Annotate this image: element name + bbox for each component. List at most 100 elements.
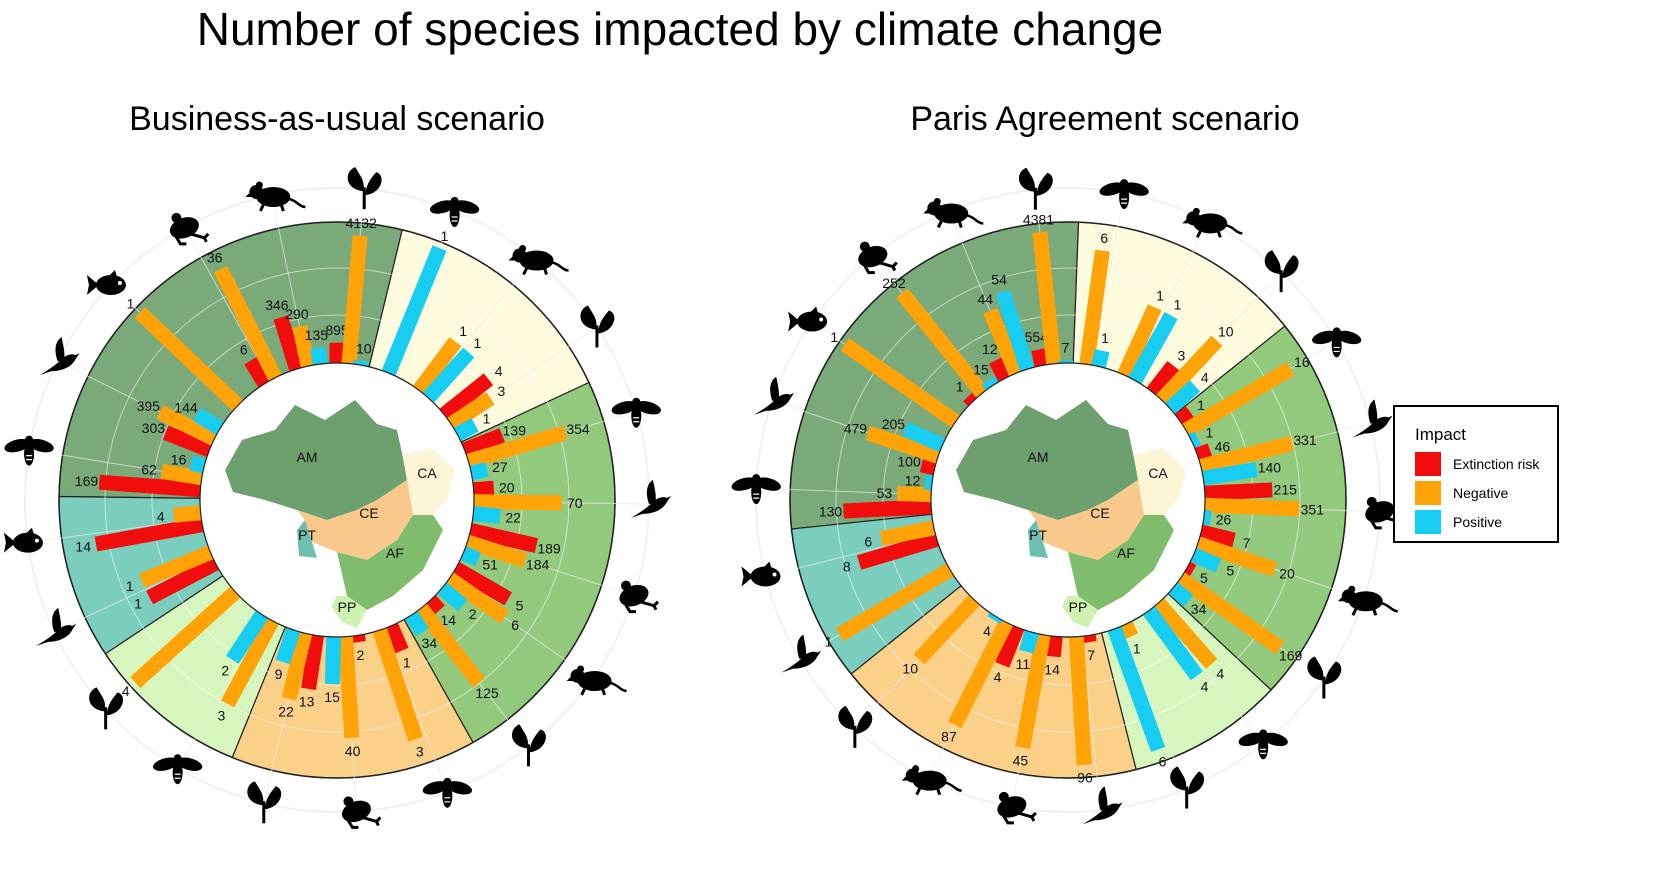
bar-value-label: 15 [324,689,340,705]
bar-value-label: 3 [497,383,505,399]
bar-value-label: 10 [356,340,372,356]
bar-CE-mammal-extinction [995,624,1025,668]
bar-AM-mammal-positive [995,289,1035,372]
bee-icon [152,754,203,785]
bar-value-label: 1 [127,296,135,312]
bar-value-label: 9 [275,666,283,682]
bar-CA-mammal-positive [1128,311,1178,385]
bar-value-label: 36 [207,250,223,266]
bar-value-label: 4 [1216,666,1224,682]
bar-CA-mammal-negative [1117,304,1162,379]
bar-value-label: 54 [991,272,1007,288]
bee-icon [1099,179,1149,210]
bar-AF-frog-negative [1204,497,1300,517]
bar-AF-bee-positive [469,462,489,481]
bar-value-label: 16 [1294,354,1310,370]
bar-value-label: 3 [218,707,226,723]
bar-value-label: 354 [566,421,590,437]
legend-swatch-negative [1415,481,1441,505]
bar-value-label: 125 [475,685,499,701]
bar-value-label: 34 [1191,601,1207,617]
bar-AF-frog-extinction [1204,482,1273,501]
bar-value-label: 169 [75,473,99,489]
bar-value-label: 351 [1301,501,1325,517]
map-label-PT: PT [298,527,316,543]
bar-value-label: 331 [1293,432,1317,448]
bar-value-label: 40 [345,743,361,759]
bau-scenario-title: Business-as-usual scenario [129,100,545,138]
bar-PT-fish-extinction [857,532,939,570]
paris-scenario-title: Paris Agreement scenario [910,100,1300,138]
bar-value-label: 14 [440,612,456,628]
bar-value-label: 1 [956,379,964,395]
bird-icon [39,337,80,376]
bar-value-label: 8 [843,558,851,574]
bar-AF-mammal-positive [437,582,468,612]
bar-CE-mammal-negative [948,618,1014,729]
bar-CE-plant-extinction [301,634,324,690]
plant-icon [580,305,615,348]
bar-value-label: 87 [941,728,957,744]
bar-CE-bird-extinction [1080,634,1097,644]
frog-icon [858,241,898,275]
map-region-CE [297,480,413,560]
legend-label: Negative [1453,485,1509,501]
bar-value-label: 4132 [346,215,377,231]
bar-CA-plant-negative [447,391,495,431]
bar-AF-bird-positive [1202,462,1258,486]
map-label-PT: PT [1029,527,1047,543]
bar-CA-plant-positive [1164,380,1201,415]
bar-value-label: 22 [278,703,294,719]
bar-value-label: 4 [1201,678,1209,694]
plant-icon [247,781,282,824]
bar-value-label: 6 [1100,230,1108,246]
mammal-icon [245,181,306,212]
bar-value-label: 130 [819,504,843,520]
bar-value-label: 1 [441,228,449,244]
bar-value-label: 189 [537,540,561,556]
bar-value-label: 20 [1279,565,1295,581]
bee-icon [611,397,661,428]
bar-AM-plant-negative [1032,231,1062,365]
map-label-CA: CA [1148,465,1168,481]
bee-icon [4,435,54,466]
bee-icon [1238,729,1288,760]
plant-icon [347,167,382,210]
bar-value-label: 13 [299,694,315,710]
bee-icon [731,474,781,505]
outer-ring [58,221,616,779]
bar-value-label: 1 [1206,424,1214,440]
bar-value-label: 895 [325,322,349,338]
bar-AF-plant-positive [405,611,429,637]
bar-AF-plant-negative [1176,572,1285,655]
bird-icon [1352,399,1393,438]
bar-AM-mammal-positive [310,347,328,365]
bar-AF-mammal-positive [1190,547,1222,573]
mammal-icon [1182,207,1243,239]
bar-CA-plant-extinction [1146,360,1180,397]
bar-value-label: 2 [469,606,477,622]
bee-icon [429,197,480,228]
mammal-icon [923,197,984,229]
bar-value-label: 4 [1201,369,1209,385]
bar-AF-frog-positive [1202,509,1212,526]
plant-icon [512,724,546,767]
legend-title: Impact [1415,425,1467,444]
bird-icon [754,376,795,415]
bar-value-label: 215 [1274,481,1298,497]
bar-PT-fish-extinction [94,517,204,552]
bar-value-label: 5 [516,597,524,613]
bar-value-label: 554 [1025,329,1049,345]
map-region-AM [956,400,1138,520]
bar-value-label: 1 [403,655,411,671]
bar-AF-mammal-extinction [1199,524,1236,548]
bar-value-label: 7 [1243,535,1251,551]
bird-icon [1082,786,1123,825]
bird-icon [781,634,822,673]
bar-AM-plant-negative [341,235,368,365]
bar-PP-bee-positive [226,610,269,664]
bar-value-label: 11 [1016,656,1031,672]
bar-value-label: 1 [830,329,838,345]
